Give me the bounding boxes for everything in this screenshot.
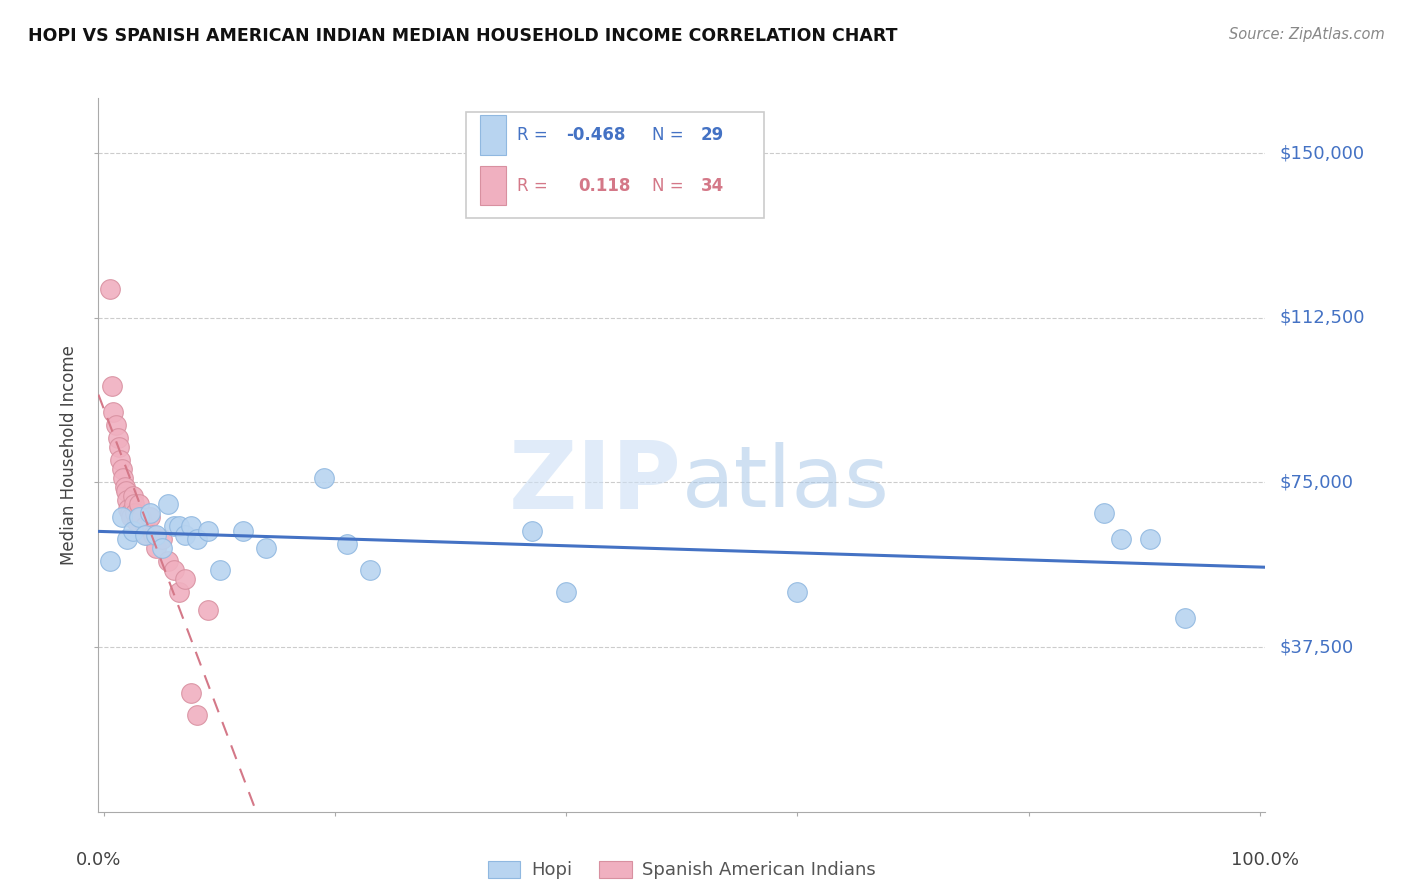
Point bbox=[128, 510, 150, 524]
Point bbox=[254, 541, 277, 556]
Point bbox=[107, 432, 129, 446]
Point bbox=[110, 462, 132, 476]
Y-axis label: Median Household Income: Median Household Income bbox=[60, 345, 79, 565]
Point bbox=[122, 489, 145, 503]
Point bbox=[150, 541, 173, 556]
Point bbox=[111, 471, 134, 485]
Point bbox=[122, 524, 145, 538]
Point bbox=[117, 501, 139, 516]
Point bbox=[142, 528, 165, 542]
Point bbox=[1109, 533, 1132, 547]
Point bbox=[118, 506, 141, 520]
Point bbox=[1092, 506, 1115, 520]
Point bbox=[122, 497, 145, 511]
Point bbox=[312, 471, 335, 485]
Text: 29: 29 bbox=[700, 126, 724, 144]
Point bbox=[555, 585, 578, 599]
Text: $112,500: $112,500 bbox=[1279, 309, 1365, 326]
Text: 100.0%: 100.0% bbox=[1232, 851, 1299, 869]
Point bbox=[1173, 611, 1195, 625]
Point bbox=[197, 524, 219, 538]
Point bbox=[162, 519, 184, 533]
Text: 34: 34 bbox=[700, 177, 724, 194]
Text: Source: ZipAtlas.com: Source: ZipAtlas.com bbox=[1229, 27, 1385, 42]
Point bbox=[110, 510, 132, 524]
Point bbox=[117, 492, 139, 507]
Text: 0.118: 0.118 bbox=[578, 177, 630, 194]
Point bbox=[156, 554, 179, 568]
Point bbox=[169, 519, 191, 533]
Point bbox=[150, 533, 173, 547]
Point bbox=[186, 708, 208, 723]
Text: HOPI VS SPANISH AMERICAN INDIAN MEDIAN HOUSEHOLD INCOME CORRELATION CHART: HOPI VS SPANISH AMERICAN INDIAN MEDIAN H… bbox=[28, 27, 897, 45]
Point bbox=[120, 510, 142, 524]
FancyBboxPatch shape bbox=[479, 166, 506, 205]
Point bbox=[208, 563, 231, 577]
Point bbox=[108, 440, 131, 454]
Point bbox=[180, 519, 202, 533]
Point bbox=[186, 533, 208, 547]
Text: $37,500: $37,500 bbox=[1279, 638, 1354, 656]
Point bbox=[174, 572, 197, 586]
Text: -0.468: -0.468 bbox=[567, 126, 626, 144]
Point bbox=[232, 524, 254, 538]
Point bbox=[139, 510, 162, 524]
Point bbox=[156, 497, 179, 511]
Legend: Hopi, Spanish American Indians: Hopi, Spanish American Indians bbox=[481, 854, 883, 887]
Point bbox=[145, 541, 167, 556]
Point bbox=[1139, 533, 1161, 547]
Point bbox=[98, 282, 121, 296]
Text: N =: N = bbox=[651, 126, 689, 144]
Text: $75,000: $75,000 bbox=[1279, 474, 1354, 491]
Point bbox=[110, 453, 132, 467]
Point bbox=[129, 510, 152, 524]
Point bbox=[124, 506, 146, 520]
Point bbox=[520, 524, 543, 538]
Point bbox=[162, 563, 184, 577]
Text: ZIP: ZIP bbox=[509, 437, 682, 530]
Point bbox=[139, 506, 162, 520]
Point bbox=[786, 585, 808, 599]
Text: R =: R = bbox=[517, 126, 554, 144]
Point bbox=[145, 528, 167, 542]
Point bbox=[104, 418, 127, 433]
Point bbox=[136, 528, 159, 542]
Point bbox=[103, 405, 125, 419]
Text: atlas: atlas bbox=[682, 442, 890, 525]
Point bbox=[169, 585, 191, 599]
Point bbox=[125, 515, 148, 529]
Point bbox=[101, 378, 124, 392]
Text: N =: N = bbox=[651, 177, 689, 194]
Point bbox=[134, 528, 156, 542]
Point bbox=[134, 519, 156, 533]
Point bbox=[359, 563, 381, 577]
Point bbox=[197, 603, 219, 617]
Point bbox=[115, 484, 138, 499]
Point bbox=[174, 528, 197, 542]
Point bbox=[98, 554, 121, 568]
Point bbox=[180, 686, 202, 700]
Text: $150,000: $150,000 bbox=[1279, 144, 1364, 162]
Text: R =: R = bbox=[517, 177, 558, 194]
Point bbox=[336, 537, 359, 551]
Point bbox=[128, 497, 150, 511]
FancyBboxPatch shape bbox=[465, 112, 763, 218]
Point bbox=[117, 533, 139, 547]
FancyBboxPatch shape bbox=[479, 115, 506, 154]
Text: 0.0%: 0.0% bbox=[76, 851, 121, 869]
Point bbox=[114, 480, 136, 494]
